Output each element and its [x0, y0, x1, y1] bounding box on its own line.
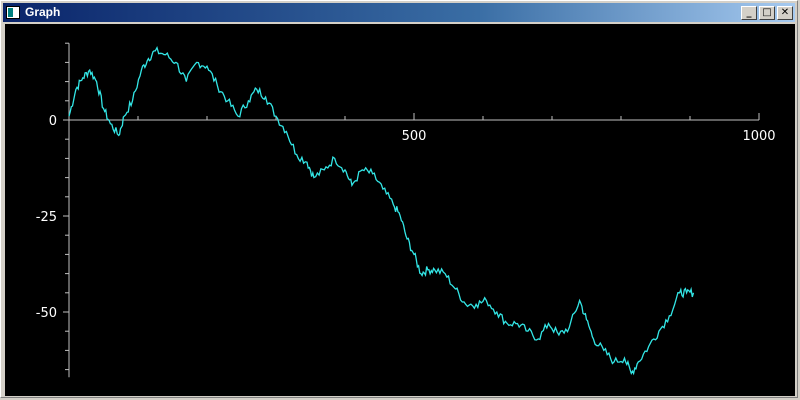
app-icon[interactable] [6, 6, 20, 19]
title-bar[interactable]: Graph _ □ ✕ [3, 3, 795, 22]
line-chart: 0 -25 -50 500 1000 [36, 42, 776, 378]
minimize-button[interactable]: _ [741, 5, 757, 20]
y-tick-label: -50 [36, 306, 57, 321]
graph-canvas: 0 -25 -50 500 1000 [5, 24, 795, 396]
maximize-icon: □ [762, 6, 772, 18]
x-tick-label: 500 [402, 129, 427, 144]
y-tick-label: 0 [49, 114, 57, 129]
y-tick-label: -25 [36, 210, 57, 225]
close-icon: ✕ [780, 6, 790, 18]
x-tick-label: 1000 [742, 129, 775, 144]
maximize-button[interactable]: □ [759, 5, 775, 20]
series-line [68, 45, 695, 376]
minimize-icon: _ [746, 6, 752, 18]
close-button[interactable]: ✕ [777, 5, 793, 20]
window-title: Graph [25, 5, 61, 19]
